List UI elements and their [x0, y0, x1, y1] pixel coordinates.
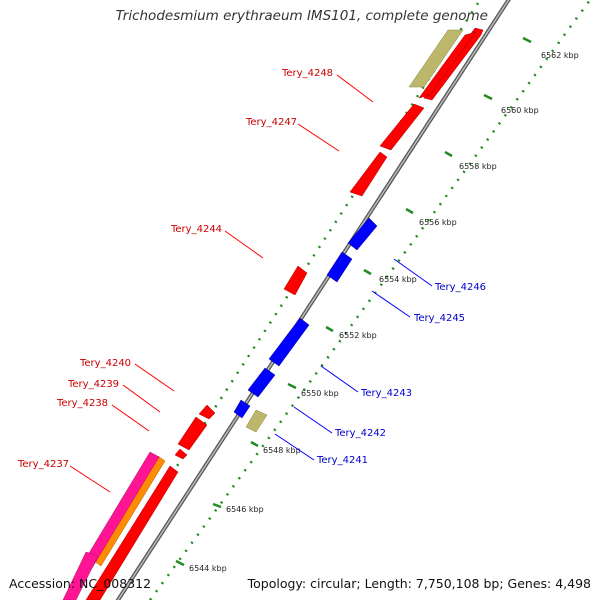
tick-6544: 6544 kbp	[175, 559, 227, 573]
svg-text:Tery_4238: Tery_4238	[56, 398, 108, 409]
gene-label-tery-4246[interactable]: Tery_4246	[393, 258, 486, 293]
inner-tick-row	[148, 0, 592, 600]
gene-feature-tery-4248b	[418, 31, 477, 99]
gene-label-tery-4243[interactable]: Tery_4243	[320, 365, 412, 399]
map-title: Trichodesmium erythraeum IMS101, complet…	[115, 8, 488, 24]
gene-label-tery-4238[interactable]: Tery_4238	[56, 398, 150, 432]
svg-text:Tery_4246: Tery_4246	[434, 282, 486, 293]
tick-6558: 6558 kbp	[444, 150, 497, 171]
svg-text:6550 kbp: 6550 kbp	[301, 389, 339, 398]
gene-feature-tery-4240	[198, 404, 216, 420]
gene-label-tery-4237[interactable]: Tery_4237	[17, 459, 111, 493]
gene-label-tery-4248[interactable]: Tery_4248	[281, 68, 374, 103]
genome-summary-label: Topology: circular; Length: 7,750,108 bp…	[247, 576, 591, 591]
gene-feature-tery-4247	[379, 103, 425, 151]
gene-feature-tery-4239	[177, 416, 208, 451]
tick-6550: 6550 kbp	[287, 382, 339, 398]
svg-text:6556 kbp: 6556 kbp	[419, 218, 457, 227]
genome-backbone	[115, 0, 511, 600]
gene-label-tery-4247[interactable]: Tery_4247	[245, 117, 340, 152]
svg-text:Tery_4248: Tery_4248	[281, 68, 333, 79]
gene-feature-tery-4237	[85, 465, 179, 600]
svg-text:6544 kbp: 6544 kbp	[189, 564, 227, 573]
svg-text:Tery_4243: Tery_4243	[360, 388, 412, 399]
gene-feature-tery-4242	[247, 367, 276, 398]
svg-text:6546 kbp: 6546 kbp	[226, 505, 264, 514]
gene-label-tery-4240[interactable]: Tery_4240	[79, 358, 175, 392]
svg-text:6554 kbp: 6554 kbp	[379, 275, 417, 284]
tick-6546: 6546 kbp	[212, 502, 264, 514]
svg-text:Tery_4240: Tery_4240	[79, 358, 131, 369]
svg-text:6558 kbp: 6558 kbp	[459, 162, 497, 171]
feature-khaki-top	[408, 29, 464, 88]
gene-feature-tery-4243	[268, 317, 310, 367]
tick-6562: 6562 kbp	[522, 36, 579, 60]
gene-label-tery-4244[interactable]: Tery_4244	[170, 224, 264, 259]
svg-text:6560 kbp: 6560 kbp	[501, 106, 539, 115]
svg-text:Tery_4237: Tery_4237	[17, 459, 69, 470]
tick-6560: 6560 kbp	[483, 93, 539, 115]
svg-text:Tery_4245: Tery_4245	[413, 313, 465, 324]
tick-6554: 6554 kbp	[363, 268, 417, 284]
gene-label-tery-4242[interactable]: Tery_4242	[293, 406, 386, 439]
svg-text:6562 kbp: 6562 kbp	[541, 51, 579, 60]
tick-6552: 6552 kbp	[325, 325, 377, 340]
gene-feature-tery-4242b	[233, 399, 251, 419]
gene-feature-tery-4241	[245, 409, 268, 433]
gene-feature-tery-4238	[174, 448, 188, 460]
gene-feature-tery-4246	[347, 217, 378, 251]
accession-label: Accession: NC_008312	[9, 576, 152, 591]
svg-text:Tery_4239: Tery_4239	[67, 379, 119, 390]
svg-text:6548 kbp: 6548 kbp	[263, 446, 301, 455]
svg-text:Tery_4244: Tery_4244	[170, 224, 222, 235]
svg-text:6552 kbp: 6552 kbp	[339, 331, 377, 340]
gene-label-tery-4239[interactable]: Tery_4239	[67, 379, 161, 413]
gene-label-tery-4241[interactable]: Tery_4241	[274, 433, 368, 466]
gene-label-tery-4245[interactable]: Tery_4245	[371, 290, 465, 324]
feature-pink-lower	[62, 551, 99, 600]
svg-text:Tery_4241: Tery_4241	[316, 455, 368, 466]
gene-feature-tery-4247b	[349, 151, 388, 197]
tick-6548: 6548 kbp	[250, 440, 301, 455]
gene-feature-tery-4245	[326, 251, 353, 283]
gene-feature-tery-4244	[283, 265, 308, 296]
tick-6556: 6556 kbp	[405, 207, 457, 227]
svg-text:Tery_4247: Tery_4247	[245, 117, 297, 128]
svg-text:Tery_4242: Tery_4242	[334, 428, 386, 439]
